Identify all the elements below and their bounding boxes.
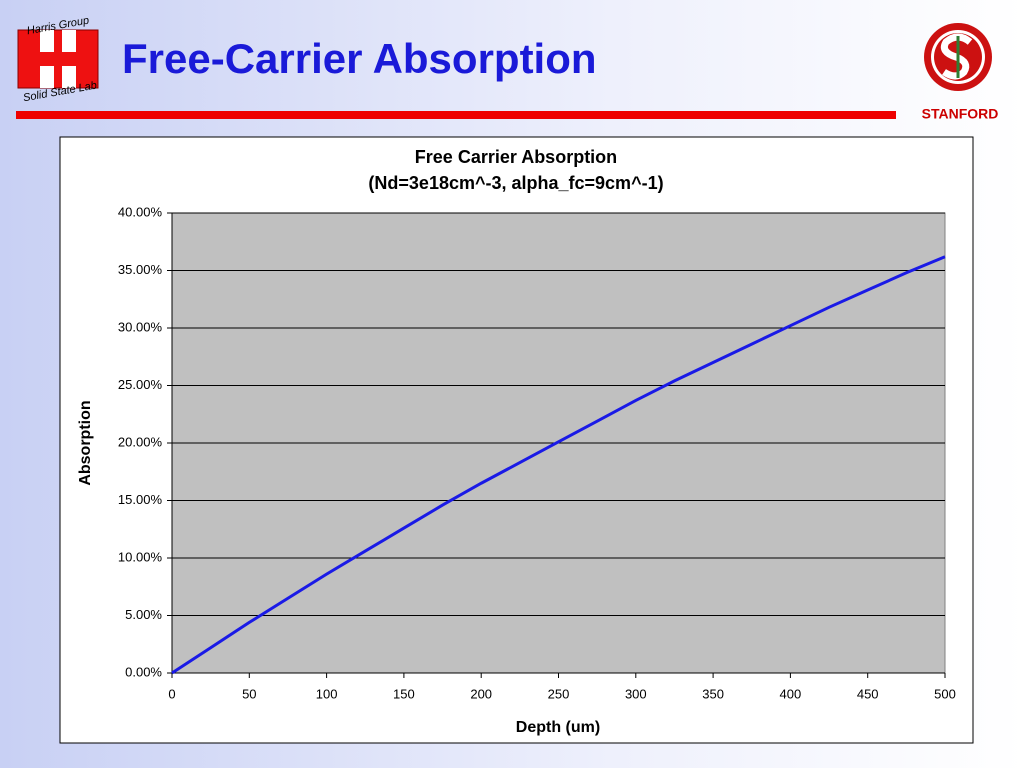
y-tick-label: 0.00% (125, 664, 162, 679)
plot: 0.00% 5.00% 10.00% 15.00% 20.00% 25.00% 30.00%… (118, 204, 956, 701)
slide-title: Free-Carrier Absorption (122, 35, 597, 82)
y-tick-label: 5.00% (125, 607, 162, 622)
x-tick-label: 0 (168, 686, 175, 701)
chart-subtitle: (Nd=3e18cm^-3, alpha_fc=9cm^-1) (368, 173, 663, 193)
x-tick-label: 100 (316, 686, 338, 701)
x-tick-label: 350 (702, 686, 724, 701)
y-tick-label: 30.00% (118, 319, 163, 334)
data-line (171, 255, 946, 675)
logo-cut (40, 66, 54, 88)
y-axis-title: Absorption (77, 400, 94, 485)
x-tick-label: 500 (934, 686, 956, 701)
x-tick-label: 50 (242, 686, 256, 701)
y-tick-label: 20.00% (118, 434, 163, 449)
x-tick-label: 200 (470, 686, 492, 701)
x-tick-label: 150 (393, 686, 415, 701)
chart-title: Free Carrier Absorption (415, 147, 617, 167)
y-tick-label: 10.00% (118, 549, 163, 564)
x-tick-label: 300 (625, 686, 647, 701)
institution: STANFORD (922, 106, 999, 122)
y-tick-label: 25.00% (118, 377, 163, 392)
stanford-logo (924, 23, 992, 91)
title-rule (16, 111, 896, 119)
x-tick-label: 250 (548, 686, 570, 701)
logo-cut (62, 30, 76, 52)
logo-cut (40, 30, 54, 52)
y-tick-label: 35.00% (118, 262, 163, 277)
y-tick-label: 40.00% (118, 204, 163, 219)
logo-cut (62, 66, 76, 88)
x-tick-label: 450 (857, 686, 879, 701)
x-axis-title: Depth (um) (516, 719, 600, 736)
x-tick-label: 400 (780, 686, 802, 701)
logo-box (17, 29, 99, 89)
y-tick-label: 15.00% (118, 492, 163, 507)
